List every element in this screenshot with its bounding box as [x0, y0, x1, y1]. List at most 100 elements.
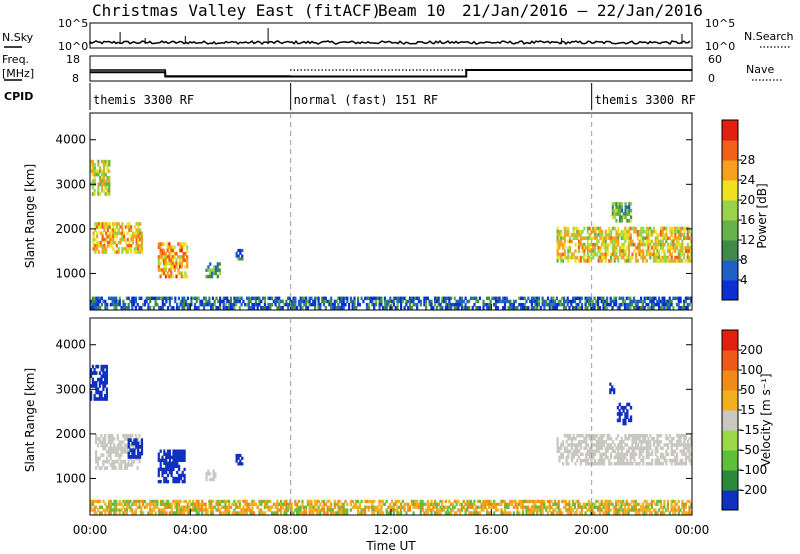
heatmap-cell [649, 433, 652, 438]
heatmap-cell [617, 233, 620, 237]
heatmap-cell [115, 499, 118, 504]
heatmap-cell [340, 306, 343, 310]
heatmap-cell [262, 306, 265, 310]
heatmap-cell [635, 259, 638, 263]
heatmap-cell [138, 505, 141, 509]
heatmap-cell [631, 455, 634, 460]
heatmap-cell [618, 508, 621, 512]
heatmap-cell [110, 231, 113, 236]
heatmap-cell [276, 306, 279, 310]
heatmap-cell [643, 440, 647, 444]
heatmap-cell [668, 246, 671, 250]
heatmap-cell [139, 237, 142, 242]
heatmap-cell [600, 502, 603, 506]
heatmap-cell [670, 302, 673, 307]
heatmap-cell [654, 229, 657, 234]
heatmap-cell [537, 505, 541, 509]
heatmap-cell [443, 296, 446, 301]
heatmap-cell [615, 212, 618, 216]
heatmap-cell [408, 508, 412, 512]
heatmap-cell [618, 446, 622, 450]
heatmap-cell [679, 255, 682, 260]
heatmap-cell [459, 511, 462, 515]
heatmap-cell [643, 255, 647, 260]
heatmap-cell [346, 296, 349, 301]
colorbar-swatch [722, 350, 738, 371]
heatmap-cell [629, 508, 632, 512]
heatmap-cell [212, 477, 215, 482]
heatmap-cell [570, 302, 573, 307]
heatmap-cell [417, 299, 421, 304]
heatmap-cell [552, 502, 555, 506]
heatmap-cell [566, 508, 569, 512]
heatmap-cell [294, 302, 297, 307]
heatmap-cell [159, 248, 162, 253]
heatmap-cell [294, 306, 297, 310]
heatmap-cell [235, 299, 238, 304]
heatmap-cell [97, 189, 100, 193]
heatmap-cell [532, 505, 535, 509]
heatmap-cell [90, 384, 93, 388]
heatmap-cell [658, 462, 661, 466]
heatmap-cell [249, 511, 252, 515]
heatmap-cell [574, 249, 577, 253]
heatmap-cell [546, 511, 550, 515]
x-tick-label: 00:00 [675, 523, 710, 537]
heatmap-cell [392, 296, 395, 301]
heatmap-cell [373, 508, 376, 512]
heatmap-cell [616, 405, 620, 410]
heatmap-cell [168, 245, 171, 250]
heatmap-cell [364, 508, 367, 512]
heatmap-cell [179, 458, 182, 462]
heatmap-cell [241, 254, 244, 258]
heatmap-cell [249, 508, 252, 512]
heatmap-cell [482, 306, 485, 310]
heatmap-cell [599, 252, 602, 257]
heatmap-cell [592, 452, 595, 457]
heatmap-cell [684, 259, 688, 263]
heatmap-cell [387, 299, 390, 304]
heatmap-cell [90, 159, 93, 164]
heatmap-cell [168, 467, 171, 472]
heatmap-cell [679, 306, 682, 310]
heatmap-cell [297, 508, 300, 512]
heatmap-cell [629, 462, 632, 466]
heatmap-cell [661, 306, 664, 310]
heatmap-cell [569, 433, 572, 438]
heatmap-cell [125, 499, 128, 504]
heatmap-cell [583, 236, 586, 240]
heatmap-cell [604, 449, 607, 453]
heatmap-cell [550, 505, 553, 509]
heatmap-cell [416, 296, 419, 301]
heatmap-cell [251, 499, 254, 504]
heatmap-cell [265, 499, 268, 504]
heatmap-cell [179, 258, 182, 263]
heatmap-cell [627, 249, 630, 253]
heatmap-cell [233, 306, 236, 310]
heatmap-cell [226, 505, 229, 509]
heatmap-cell [123, 443, 127, 448]
heatmap-cell [308, 508, 311, 512]
heatmap-cell [599, 233, 602, 237]
heatmap-cell [288, 299, 292, 304]
heatmap-cell [95, 296, 98, 301]
heatmap-cell [484, 499, 487, 504]
heatmap-cell [597, 499, 600, 504]
heatmap-cell [138, 459, 141, 464]
heatmap-cell [688, 505, 691, 509]
heatmap-cell [455, 502, 458, 506]
heatmap-cell [278, 306, 281, 310]
heatmap-cell [95, 381, 98, 385]
heatmap-cell [174, 461, 177, 465]
heatmap-cell [627, 437, 630, 441]
heatmap-cell [437, 508, 440, 512]
heatmap-cell [579, 511, 582, 515]
heatmap-cell [683, 508, 686, 512]
heatmap-cell [211, 268, 214, 272]
heatmap-cell [597, 440, 600, 444]
heatmap-cell [652, 249, 655, 253]
heatmap-cell [176, 470, 179, 475]
heatmap-cell [594, 229, 597, 234]
heatmap-cell [556, 446, 559, 450]
heatmap-cell [195, 505, 198, 509]
